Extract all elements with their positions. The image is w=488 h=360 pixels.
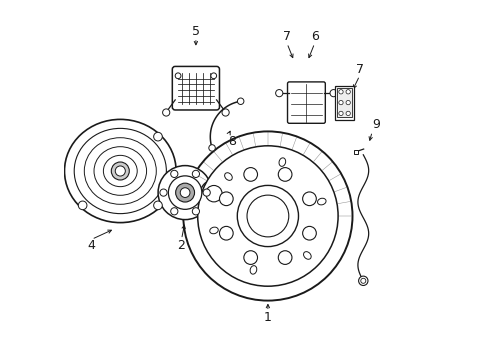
Circle shape — [278, 168, 291, 181]
Circle shape — [183, 131, 352, 301]
Circle shape — [153, 132, 162, 141]
Circle shape — [338, 100, 343, 105]
Circle shape — [163, 109, 169, 116]
Circle shape — [244, 251, 257, 264]
Circle shape — [237, 98, 244, 104]
Ellipse shape — [303, 252, 310, 259]
Circle shape — [346, 90, 349, 94]
Circle shape — [210, 73, 216, 79]
Ellipse shape — [279, 158, 285, 166]
Ellipse shape — [250, 266, 256, 274]
Circle shape — [222, 109, 229, 116]
Circle shape — [153, 201, 162, 210]
Circle shape — [203, 189, 210, 196]
Circle shape — [346, 111, 349, 116]
Circle shape — [180, 188, 189, 197]
Text: 9: 9 — [371, 118, 379, 131]
Circle shape — [275, 90, 282, 97]
Ellipse shape — [103, 156, 137, 186]
Circle shape — [278, 251, 291, 264]
Text: 5: 5 — [191, 25, 200, 38]
Text: 7: 7 — [355, 63, 363, 76]
Circle shape — [192, 208, 199, 215]
Ellipse shape — [84, 138, 156, 204]
Text: 4: 4 — [87, 239, 95, 252]
Circle shape — [111, 162, 129, 180]
Circle shape — [175, 183, 194, 202]
Circle shape — [192, 170, 199, 177]
Circle shape — [160, 189, 167, 196]
Bar — [337, 88, 351, 117]
Circle shape — [244, 168, 257, 181]
Circle shape — [246, 195, 288, 237]
Circle shape — [358, 276, 367, 285]
Bar — [353, 150, 358, 154]
Circle shape — [170, 170, 178, 177]
Circle shape — [237, 185, 298, 247]
Ellipse shape — [74, 129, 166, 213]
Text: 6: 6 — [310, 30, 318, 43]
Circle shape — [329, 90, 337, 97]
Text: 3: 3 — [206, 239, 214, 252]
Circle shape — [346, 100, 349, 105]
Circle shape — [158, 166, 212, 220]
Circle shape — [360, 278, 365, 283]
Circle shape — [302, 192, 316, 206]
Ellipse shape — [94, 147, 146, 195]
Text: 2: 2 — [177, 239, 185, 252]
Circle shape — [205, 185, 222, 202]
Circle shape — [175, 73, 181, 79]
Ellipse shape — [224, 173, 232, 180]
Ellipse shape — [317, 198, 325, 205]
Ellipse shape — [209, 227, 218, 234]
Circle shape — [200, 180, 227, 207]
Circle shape — [338, 111, 343, 116]
Ellipse shape — [64, 120, 176, 222]
Text: 8: 8 — [228, 135, 236, 148]
Circle shape — [78, 201, 87, 210]
Circle shape — [208, 145, 215, 151]
Circle shape — [197, 146, 337, 286]
Bar — [335, 85, 353, 120]
Circle shape — [219, 192, 233, 206]
Text: 7: 7 — [283, 30, 290, 43]
FancyBboxPatch shape — [172, 66, 219, 110]
Circle shape — [302, 226, 316, 240]
Circle shape — [219, 226, 233, 240]
Text: 1: 1 — [264, 311, 271, 324]
Circle shape — [168, 176, 202, 210]
FancyBboxPatch shape — [287, 82, 325, 123]
Circle shape — [170, 208, 178, 215]
Circle shape — [338, 90, 343, 94]
Circle shape — [115, 166, 125, 176]
